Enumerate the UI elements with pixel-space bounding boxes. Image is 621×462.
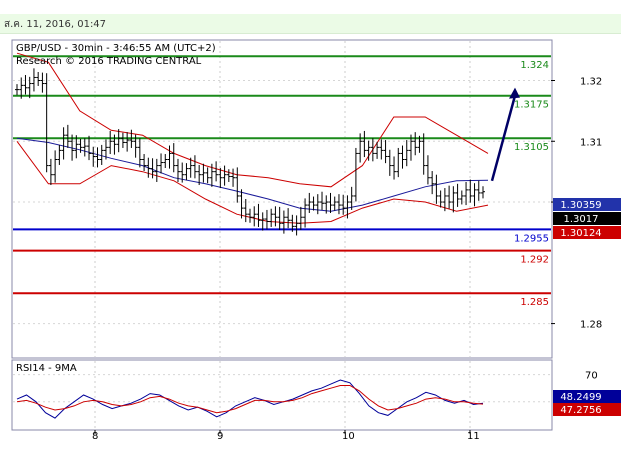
rsi-ma-line	[16, 385, 484, 414]
level-label: 1.3105	[514, 142, 549, 153]
price-tag-bg	[553, 198, 621, 211]
candles	[15, 68, 485, 236]
y-tick-label: 1.32	[580, 77, 602, 88]
bollinger-lower-line	[16, 141, 489, 224]
price-panel-frame	[11, 39, 553, 359]
level-label: 1.285	[520, 297, 549, 308]
moving-average-line	[16, 137, 489, 212]
indicators	[16, 52, 520, 224]
rsi-tag-bg	[553, 403, 621, 416]
price-tag-bg	[553, 226, 621, 239]
projection-arrow-head	[509, 87, 520, 99]
level-label: 1.324	[520, 60, 549, 71]
level-label: 1.2955	[514, 233, 549, 244]
grid	[13, 41, 551, 429]
rsi-tick-label: 70	[585, 371, 598, 382]
price-tag-bg	[553, 212, 621, 225]
timestamp-strip	[0, 14, 621, 34]
x-tick-label: 9	[217, 431, 223, 442]
level-lines: 1.324 1.3175 1.3105 1.2955 1.292 1.285	[13, 55, 551, 308]
rsi-tag: 47.2756	[560, 405, 601, 416]
x-tick-label: 11	[467, 431, 480, 442]
chart-subtitle: Research © 2016 TRADING CENTRAL	[16, 56, 202, 67]
rsi-tag: 48.2499	[560, 392, 601, 403]
rsi-lines	[16, 379, 484, 419]
projection-arrow-line	[490, 95, 517, 182]
rsi-title: RSI14 - 9MA	[16, 363, 77, 374]
rsi-panel-frame	[11, 359, 553, 431]
bollinger-upper-line	[16, 52, 489, 188]
price-tag: 1.3017	[564, 214, 599, 225]
price-tag: 1.30124	[560, 228, 601, 239]
price-tags: 1.30359 1.3017 1.30124 48.2499 47.2756	[553, 198, 621, 416]
x-tick-label: 10	[342, 431, 355, 442]
level-label: 1.3175	[514, 100, 549, 111]
price-tag: 1.30359	[560, 200, 601, 211]
chart-title: GBP/USD - 30min - 3:46:55 AM (UTC+2)	[16, 43, 216, 54]
x-tick-label: 8	[92, 431, 98, 442]
timestamp-bar: ส.ค. 11, 2016, 01:47	[0, 0, 621, 34]
level-label: 1.292	[520, 255, 549, 266]
rsi-line	[16, 379, 484, 419]
y-tick-label: 1.31	[580, 137, 602, 148]
timestamp-label: ส.ค. 11, 2016, 01:47	[4, 19, 107, 30]
rsi-tag-bg	[553, 390, 621, 403]
y-tick-label: 1.28	[580, 320, 602, 331]
